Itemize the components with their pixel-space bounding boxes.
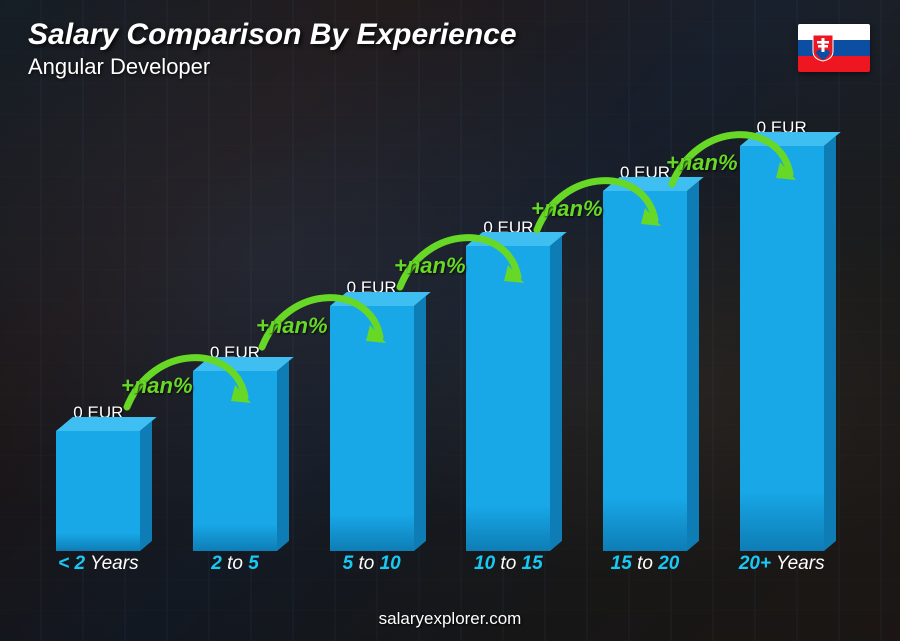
bar-3d [603,191,687,551]
chart-area: 0 EUR0 EUR0 EUR0 EUR0 EUR0 EUR +nan%+nan… [30,90,850,581]
bars-container: 0 EUR0 EUR0 EUR0 EUR0 EUR0 EUR [30,90,850,551]
x-axis-labels: < 2 Years2 to 55 to 1010 to 1515 to 2020… [30,553,850,581]
bar-3d [330,306,414,551]
flag-emblem-icon [812,34,834,62]
bar-side [414,296,426,551]
chart-subtitle: Angular Developer [28,54,517,80]
bar-slot-5: 0 EUR [713,90,850,551]
flag-stripe-blue [798,40,870,56]
bar-3d [740,146,824,551]
bar-front [56,431,140,551]
chart-title: Salary Comparison By Experience [28,18,517,52]
bar-3d [466,246,550,551]
header: Salary Comparison By Experience Angular … [28,18,517,80]
x-axis-label: < 2 Years [30,553,167,581]
bar-front [330,306,414,551]
x-axis-label: 10 to 15 [440,553,577,581]
flag-stripe-red [798,56,870,72]
footer-attribution: salaryexplorer.com [0,609,900,629]
bar-side [277,361,289,551]
bar-side [824,136,836,551]
bar-side [687,181,699,551]
bar-slot-1: 0 EUR [167,90,304,551]
bar-slot-0: 0 EUR [30,90,167,551]
bar-side [140,421,152,551]
bar-3d [193,371,277,551]
bar-slot-3: 0 EUR [440,90,577,551]
bar-side [550,236,562,551]
chart-canvas: Salary Comparison By Experience Angular … [0,0,900,641]
bar-front [603,191,687,551]
bar-front [193,371,277,551]
bar-front [466,246,550,551]
country-flag-slovakia [798,24,870,72]
bar-slot-2: 0 EUR [303,90,440,551]
x-axis-label: 2 to 5 [167,553,304,581]
bar-slot-4: 0 EUR [577,90,714,551]
x-axis-label: 5 to 10 [303,553,440,581]
x-axis-label: 15 to 20 [577,553,714,581]
flag-stripe-white [798,24,870,40]
x-axis-label: 20+ Years [713,553,850,581]
bar-3d [56,431,140,551]
bar-front [740,146,824,551]
